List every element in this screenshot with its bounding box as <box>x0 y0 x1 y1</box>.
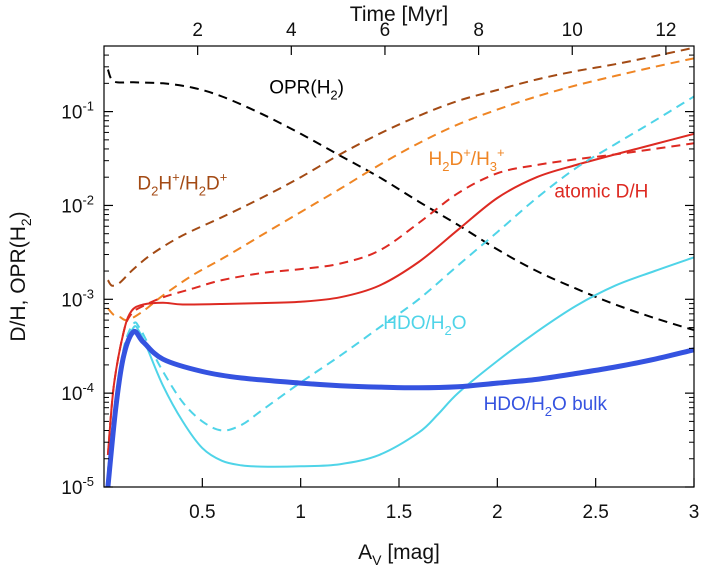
series-line-5 <box>106 95 694 471</box>
series-line-0 <box>106 69 694 332</box>
annotation-bulk: HDO/H2O bulk <box>484 394 608 419</box>
series-line-6 <box>106 256 694 480</box>
series-line-2 <box>107 57 694 322</box>
top-tick-label: 10 <box>562 20 583 41</box>
top-tick-label: 6 <box>380 20 391 41</box>
x-tick-label: 1.5 <box>386 502 412 523</box>
top-tick-label: 12 <box>655 20 676 41</box>
x-axis-label: AV [mag] <box>358 541 440 568</box>
series-line-4 <box>106 132 694 455</box>
y-tick-label: 10-2 <box>61 192 94 217</box>
series-layer <box>105 46 694 487</box>
y-tick-label: 10-4 <box>61 380 94 405</box>
annotation-h2d: H2D+/H3+ <box>429 145 505 174</box>
x-tick-label: 2.5 <box>582 502 608 523</box>
annotation-layer: OPR(H2) D2H+/H2D+ H2D+/H3+ atomic D/H HDO/H2… <box>137 78 648 419</box>
series-line-1 <box>107 46 694 287</box>
series-line-3 <box>106 142 694 455</box>
y-tick-label: 10-1 <box>61 99 94 124</box>
top-tick-label: 2 <box>192 20 203 41</box>
axes-layer: 0.5 1 1.5 2 2.5 3 2 4 6 8 10 12 10-5 10-4 10-3 10-2 10-1… <box>7 3 699 568</box>
top-axis-label: Time [Myr] <box>350 3 448 26</box>
y-tick-label: 10-5 <box>61 474 94 499</box>
annotation-opr: OPR(H2) <box>269 78 344 103</box>
top-tick-label: 8 <box>473 20 484 41</box>
plot-frame <box>103 45 695 488</box>
annotation-d2h: D2H+/H2D+ <box>137 169 227 198</box>
annotation-hdo: HDO/H2O <box>383 313 466 338</box>
x-tick-label: 0.5 <box>189 502 215 523</box>
annotation-atomic: atomic D/H <box>554 181 648 202</box>
x-tick-label: 3 <box>689 502 700 523</box>
x-tick-label: 1 <box>295 502 306 523</box>
series-line-7 <box>105 328 694 487</box>
x-tick-label: 2 <box>492 502 503 523</box>
y-tick-label: 10-3 <box>61 286 94 311</box>
top-tick-label: 4 <box>286 20 297 41</box>
y-axis-label: D/H, OPR(H2) <box>7 211 34 341</box>
